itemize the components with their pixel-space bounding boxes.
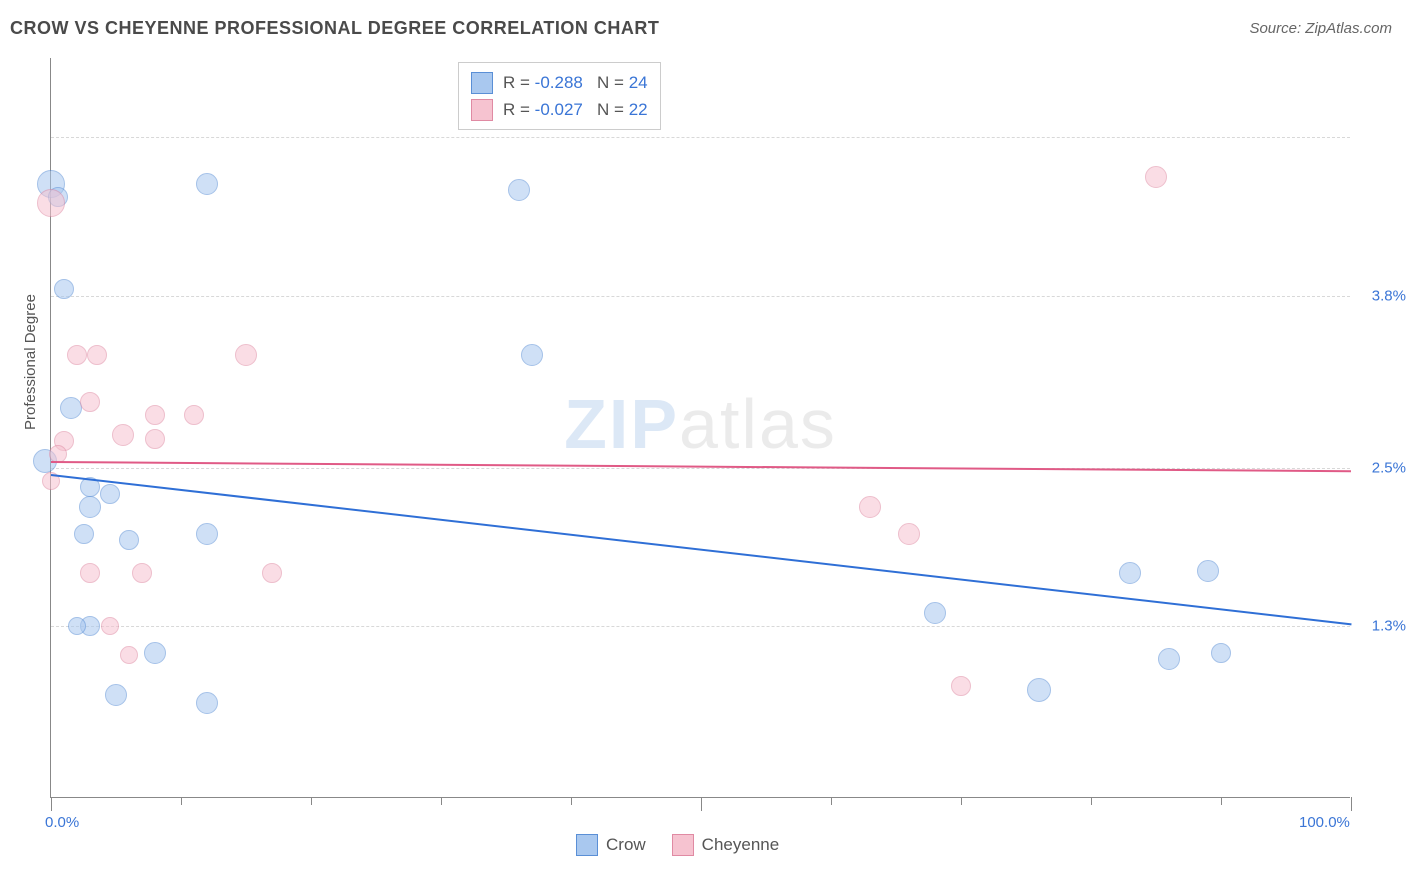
- gridline: [51, 296, 1350, 297]
- legend-series-name: Crow: [606, 835, 646, 855]
- legend-swatch: [672, 834, 694, 856]
- data-point: [68, 617, 86, 635]
- data-point: [101, 617, 119, 635]
- data-point: [262, 563, 282, 583]
- x-tick: [441, 797, 442, 805]
- data-point: [37, 189, 65, 217]
- data-point: [100, 484, 120, 504]
- data-point: [87, 345, 107, 365]
- x-tick: [831, 797, 832, 805]
- data-point: [145, 405, 165, 425]
- legend-series: Crow Cheyenne: [576, 834, 779, 856]
- data-point: [1197, 560, 1219, 582]
- x-tick-label: 0.0%: [45, 814, 79, 831]
- data-point: [196, 523, 218, 545]
- legend-stat-text: R = -0.288 N = 24: [503, 69, 648, 96]
- data-point: [196, 692, 218, 714]
- chart-title: CROW VS CHEYENNE PROFESSIONAL DEGREE COR…: [10, 18, 659, 39]
- data-point: [67, 345, 87, 365]
- data-point: [521, 344, 543, 366]
- data-point: [235, 344, 257, 366]
- data-point: [951, 676, 971, 696]
- legend-stats: R = -0.288 N = 24R = -0.027 N = 22: [458, 62, 661, 130]
- data-point: [112, 424, 134, 446]
- data-point: [184, 405, 204, 425]
- source-label: Source: ZipAtlas.com: [1249, 20, 1392, 37]
- watermark: ZIPatlas: [564, 384, 837, 464]
- legend-series-name: Cheyenne: [702, 835, 780, 855]
- data-point: [859, 496, 881, 518]
- data-point: [119, 530, 139, 550]
- x-tick: [181, 797, 182, 805]
- data-point: [1027, 678, 1051, 702]
- data-point: [924, 602, 946, 624]
- legend-series-item: Cheyenne: [672, 834, 780, 856]
- x-tick: [571, 797, 572, 805]
- trend-line: [51, 474, 1351, 625]
- y-tick-label: 3.8%: [1372, 287, 1406, 304]
- data-point: [145, 429, 165, 449]
- data-point: [120, 646, 138, 664]
- data-point: [1145, 166, 1167, 188]
- data-point: [80, 392, 100, 412]
- data-point: [1119, 562, 1141, 584]
- legend-series-item: Crow: [576, 834, 646, 856]
- data-point: [1211, 643, 1231, 663]
- chart-plot-area: ZIPatlas 1.3%2.5%3.8%0.0%100.0%: [50, 58, 1350, 798]
- data-point: [54, 279, 74, 299]
- y-tick-label: 2.5%: [1372, 459, 1406, 476]
- x-tick: [961, 797, 962, 805]
- data-point: [144, 642, 166, 664]
- x-tick: [311, 797, 312, 805]
- data-point: [80, 563, 100, 583]
- legend-swatch: [471, 72, 493, 94]
- data-point: [74, 524, 94, 544]
- data-point: [508, 179, 530, 201]
- gridline: [51, 626, 1350, 627]
- data-point: [60, 397, 82, 419]
- legend-swatch: [576, 834, 598, 856]
- y-tick-label: 1.3%: [1372, 618, 1406, 635]
- data-point: [898, 523, 920, 545]
- x-tick: [1351, 797, 1352, 811]
- x-tick: [51, 797, 52, 811]
- x-tick: [701, 797, 702, 811]
- legend-stat-row: R = -0.027 N = 22: [471, 96, 648, 123]
- legend-swatch: [471, 99, 493, 121]
- data-point: [1158, 648, 1180, 670]
- data-point: [105, 684, 127, 706]
- x-tick: [1091, 797, 1092, 805]
- x-tick: [1221, 797, 1222, 805]
- gridline: [51, 137, 1350, 138]
- legend-stat-row: R = -0.288 N = 24: [471, 69, 648, 96]
- data-point: [196, 173, 218, 195]
- y-axis-title: Professional Degree: [22, 294, 39, 430]
- data-point: [79, 496, 101, 518]
- x-tick-label: 100.0%: [1299, 814, 1350, 831]
- data-point: [132, 563, 152, 583]
- legend-stat-text: R = -0.027 N = 22: [503, 96, 648, 123]
